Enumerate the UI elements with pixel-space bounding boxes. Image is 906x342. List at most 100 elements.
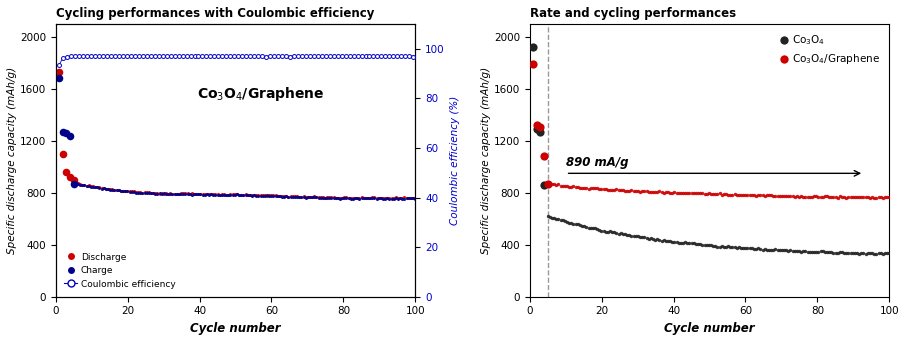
Point bbox=[326, 53, 341, 59]
Point bbox=[732, 193, 747, 198]
Point bbox=[82, 183, 96, 188]
Point bbox=[585, 226, 600, 231]
Point bbox=[348, 195, 362, 201]
Point bbox=[365, 195, 380, 200]
Point bbox=[111, 54, 126, 59]
Point bbox=[861, 250, 875, 255]
Point bbox=[260, 193, 275, 198]
Point bbox=[266, 193, 281, 199]
Point bbox=[335, 195, 350, 200]
Point bbox=[555, 183, 570, 188]
Point bbox=[354, 195, 369, 201]
Point bbox=[687, 190, 701, 195]
Point bbox=[406, 196, 420, 201]
Point bbox=[695, 242, 709, 248]
Point bbox=[337, 195, 352, 200]
Point bbox=[239, 54, 254, 59]
Point bbox=[803, 194, 817, 199]
Point bbox=[837, 194, 852, 199]
Point bbox=[646, 236, 660, 242]
Point bbox=[394, 53, 409, 59]
Point bbox=[80, 54, 94, 59]
Point bbox=[768, 194, 783, 199]
Point bbox=[717, 244, 731, 249]
Point bbox=[718, 191, 733, 196]
Point bbox=[568, 184, 583, 190]
Point bbox=[632, 189, 647, 194]
Point bbox=[77, 182, 92, 188]
Point bbox=[594, 228, 609, 234]
Point bbox=[404, 195, 419, 201]
Point bbox=[123, 53, 138, 58]
Point bbox=[307, 194, 322, 200]
Point bbox=[624, 187, 639, 193]
Point bbox=[613, 187, 628, 193]
Point bbox=[138, 190, 152, 196]
Point bbox=[723, 192, 737, 197]
Point bbox=[873, 250, 888, 256]
Point bbox=[654, 189, 669, 194]
Point bbox=[732, 245, 747, 250]
Point bbox=[210, 192, 225, 197]
Point bbox=[811, 250, 825, 255]
Point bbox=[554, 218, 568, 223]
Point bbox=[715, 192, 729, 197]
Point bbox=[882, 194, 897, 199]
Point bbox=[146, 190, 160, 196]
Point bbox=[334, 53, 349, 58]
Point bbox=[262, 193, 276, 198]
Point bbox=[313, 194, 328, 199]
Point bbox=[596, 186, 611, 192]
Point bbox=[182, 191, 197, 197]
Point bbox=[582, 225, 596, 230]
Point bbox=[144, 190, 159, 196]
Point bbox=[599, 186, 613, 192]
Point bbox=[549, 182, 564, 188]
Point bbox=[75, 182, 90, 187]
Point bbox=[764, 248, 778, 253]
Point bbox=[652, 237, 667, 243]
Point bbox=[582, 186, 596, 191]
Point bbox=[404, 195, 419, 200]
Point bbox=[313, 195, 328, 200]
Point bbox=[643, 189, 658, 194]
Point bbox=[613, 231, 628, 236]
Point bbox=[171, 191, 186, 196]
Point bbox=[833, 194, 847, 199]
Point bbox=[99, 187, 113, 192]
Point bbox=[120, 189, 135, 194]
Point bbox=[718, 245, 733, 250]
Point bbox=[698, 242, 712, 247]
Point bbox=[854, 194, 869, 199]
Point bbox=[534, 129, 548, 134]
Point bbox=[271, 54, 285, 59]
Point bbox=[187, 192, 201, 197]
Point bbox=[577, 223, 592, 228]
Point bbox=[837, 250, 852, 255]
Point bbox=[314, 53, 329, 58]
Point bbox=[740, 192, 755, 198]
Point bbox=[875, 195, 890, 201]
Point bbox=[356, 195, 371, 201]
Point bbox=[815, 194, 830, 199]
Point bbox=[191, 192, 206, 197]
Point bbox=[86, 183, 101, 189]
Point bbox=[283, 54, 297, 59]
Point bbox=[734, 192, 748, 197]
Point bbox=[374, 54, 389, 59]
Point bbox=[568, 221, 583, 226]
Point bbox=[86, 184, 101, 189]
Point bbox=[122, 189, 137, 194]
Point bbox=[640, 235, 654, 240]
Point bbox=[670, 190, 684, 196]
Point bbox=[376, 195, 390, 201]
Point bbox=[311, 53, 325, 58]
Point bbox=[671, 190, 686, 195]
Point bbox=[398, 53, 412, 59]
Point bbox=[246, 192, 261, 198]
Point bbox=[204, 192, 218, 197]
Point bbox=[618, 232, 632, 237]
Point bbox=[196, 192, 210, 197]
Point bbox=[382, 195, 397, 201]
Point bbox=[710, 191, 725, 197]
